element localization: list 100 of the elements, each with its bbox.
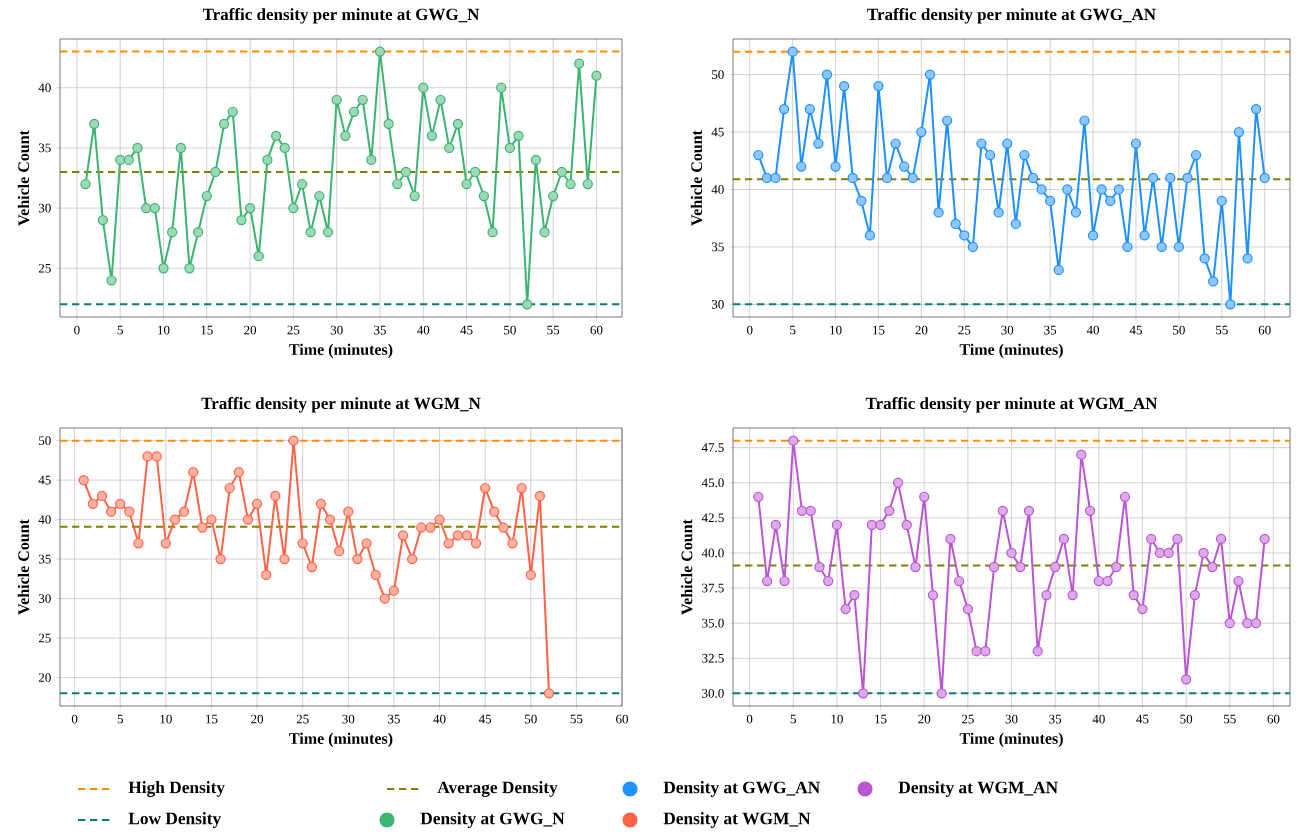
point (753, 491, 764, 502)
point (778, 103, 790, 115)
point (847, 172, 858, 184)
point (525, 569, 536, 581)
point (1180, 674, 1192, 685)
point (574, 58, 585, 69)
point (288, 202, 299, 214)
point (407, 553, 418, 565)
point (1027, 172, 1039, 184)
y-tick-label: 35 (38, 554, 51, 564)
point (167, 227, 178, 238)
point (907, 172, 918, 184)
point (452, 118, 464, 129)
point (315, 498, 327, 509)
point (1242, 618, 1253, 629)
point (830, 161, 841, 172)
point (1199, 253, 1210, 264)
point (1173, 241, 1184, 253)
point (383, 118, 394, 129)
point (954, 575, 965, 587)
x-tick-label: 25 (296, 714, 309, 724)
point (539, 227, 550, 238)
x-tick-label: 35 (1049, 714, 1062, 724)
point (1182, 172, 1193, 184)
y-tick-label: 35 (711, 242, 724, 252)
point (1006, 547, 1017, 559)
point (487, 227, 498, 238)
point (244, 202, 256, 214)
point (251, 498, 263, 509)
x-tick-label: 15 (206, 714, 218, 724)
point (971, 646, 982, 657)
point (534, 490, 546, 502)
point (910, 561, 921, 573)
point (864, 230, 876, 241)
point (1010, 218, 1021, 230)
point (899, 161, 910, 172)
point (927, 589, 939, 601)
x-tick-label: 0 (74, 325, 80, 335)
x-tick-label: 50 (1180, 714, 1193, 724)
point (866, 519, 877, 531)
point (753, 149, 764, 161)
point (804, 103, 815, 115)
y-tick-label: 37.5 (702, 583, 724, 593)
point (1154, 547, 1166, 559)
x-tick-label: 55 (1224, 714, 1236, 724)
x-tick-label: 45 (460, 325, 473, 335)
point (1259, 533, 1270, 545)
point (1225, 299, 1236, 310)
point (849, 589, 860, 601)
point (1084, 505, 1096, 516)
point (976, 138, 987, 149)
x-tick-label: 35 (1044, 325, 1057, 335)
point (296, 178, 308, 190)
point (461, 178, 472, 190)
point (1156, 241, 1167, 253)
point (184, 263, 195, 274)
point (967, 241, 979, 253)
point (452, 530, 463, 541)
point (370, 569, 381, 581)
point (158, 263, 169, 274)
legend-label: Average Density (437, 781, 558, 797)
x-axis-title: Time (minutes) (959, 343, 1063, 359)
point (582, 178, 593, 190)
point (1224, 618, 1235, 629)
point (132, 142, 143, 154)
point (1189, 589, 1200, 601)
x-tick-label: 20 (251, 714, 264, 724)
point (504, 142, 515, 154)
point (434, 514, 445, 525)
point (1146, 533, 1157, 545)
y-tick-label: 32.5 (702, 653, 724, 663)
legend-label: Density at WGM_N (663, 812, 811, 828)
x-tick-label: 5 (790, 714, 796, 724)
x-tick-label: 40 (433, 714, 446, 724)
point (210, 166, 221, 178)
y-tick-label: 25 (38, 263, 51, 273)
y-tick-label: 40 (711, 185, 724, 194)
point (522, 299, 533, 310)
point (890, 138, 901, 149)
point (788, 435, 799, 446)
point (279, 142, 290, 154)
point (1165, 172, 1176, 184)
x-tick-label: 55 (1216, 325, 1228, 335)
point (988, 561, 1000, 573)
x-tick-label: 20 (244, 325, 257, 335)
point (936, 688, 947, 699)
point (416, 522, 427, 533)
point (1119, 491, 1131, 502)
x-tick-label: 10 (830, 325, 842, 335)
point (507, 538, 518, 549)
point (823, 575, 834, 587)
point (1139, 230, 1150, 241)
chart-title: Traffic density per minute at WGM_AN (865, 396, 1158, 413)
y-axis-title: Vehicle Count (690, 130, 703, 226)
y-tick-label: 42.5 (701, 513, 724, 523)
x-axis-title: Time (minutes) (289, 732, 393, 748)
point (513, 130, 524, 141)
x-tick-label: 10 (160, 714, 172, 724)
point (270, 130, 282, 141)
point (97, 214, 108, 226)
